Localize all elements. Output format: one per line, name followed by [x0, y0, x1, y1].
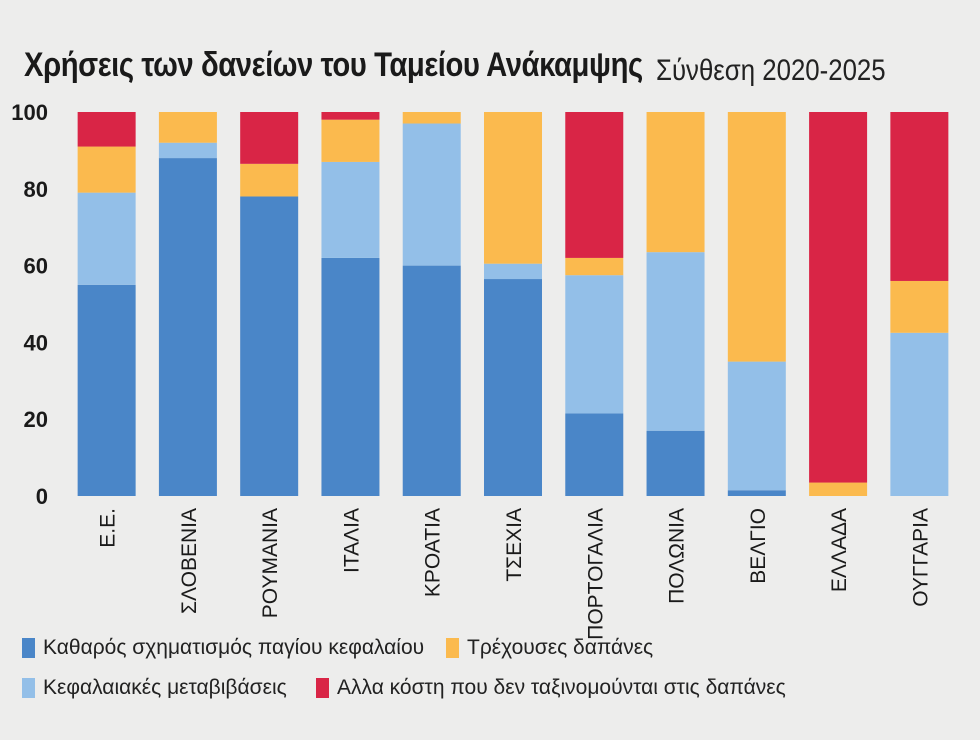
bar-segment-capital: [484, 279, 542, 496]
bar-segment-current: [646, 112, 705, 253]
bar-segment-other: [77, 112, 136, 147]
legend-swatch-transfers: [22, 678, 35, 698]
legend-swatch-other: [316, 678, 329, 698]
bar-segment-transfers: [158, 142, 217, 159]
bar-segment-current: [158, 112, 217, 143]
bar-segment-transfers: [565, 275, 624, 414]
stacked-bar-chart: 0 20 40 60 80 100 Ε.Ε. ΣΛΟΒΕΝΙΑ ΡΟΥΜΑΝΙΑ ΙΤΑΛΙΑ ΚΡ…: [11, 100, 949, 640]
bar-segment-capital: [646, 430, 705, 496]
legend-label-other: Αλλα κόστη που δεν ταξινομούνται στις δα…: [337, 676, 786, 699]
legend-swatch-current: [446, 638, 459, 658]
y-tick-label: 100: [11, 100, 48, 125]
legend-label-current: Τρέχουσες δαπάνες: [467, 636, 654, 659]
bar-segment-other: [565, 112, 624, 258]
legend-label-capital: Καθαρός σχηματισμός παγίου κεφαλαίου: [43, 636, 425, 659]
y-tick-label: 0: [36, 484, 48, 509]
x-tick-label: ΠΟΛΩΝΙΑ: [666, 508, 689, 604]
x-tick-label: ΠΟΡΤΟΓΑΛΙΑ: [584, 508, 607, 640]
chart-subtitle: Σύνθεση 2020-2025: [656, 54, 886, 87]
x-tick-label: ΚΡΟΑΤΙΑ: [422, 508, 445, 597]
bar-segment-transfers: [646, 252, 705, 431]
bar-segment-other: [321, 112, 380, 120]
legend-item-transfers: Κεφαλαιακές μεταβιβάσεις: [22, 676, 287, 700]
legend-item-capital: Καθαρός σχηματισμός παγίου κεφαλαίου: [22, 636, 424, 660]
x-tick-label: ΒΕΛΓΙΟ: [747, 508, 770, 584]
legend-swatch-capital: [22, 638, 35, 658]
bar-segment-current: [890, 280, 949, 333]
x-tick-label: ΙΤΑΛΙΑ: [340, 508, 363, 573]
bar-segment-transfers: [321, 161, 380, 258]
x-tick-label: ΣΛΟΒΕΝΙΑ: [178, 508, 201, 614]
chart-title: Χρήσεις των δανείων του Ταμείου Ανάκαμψη…: [24, 46, 643, 84]
x-tick-label: Ε.Ε.: [97, 508, 120, 548]
bar-segment-current: [565, 257, 624, 276]
y-tick-label: 60: [24, 254, 48, 279]
bar-segment-current: [321, 119, 380, 162]
chart-header: Χρήσεις των δανείων του Ταμείου Ανάκαμψη…: [24, 46, 744, 85]
bar-segment-current: [809, 482, 868, 496]
bar-segment-capital: [158, 158, 217, 496]
bar-segment-current: [77, 146, 136, 193]
x-tick-label: ΕΛΛΑΔΑ: [828, 508, 851, 592]
bar-segment-other: [240, 112, 299, 164]
bar-segment-capital: [77, 284, 136, 496]
legend-item-other: Αλλα κόστη που δεν ταξινομούνται στις δα…: [316, 676, 786, 700]
bar-segment-other: [809, 112, 868, 483]
bar-segment-capital: [727, 490, 786, 496]
bar-segment-capital: [321, 257, 380, 496]
bar-segment-current: [402, 112, 461, 124]
bar-segment-current: [727, 112, 786, 362]
legend-item-current: Τρέχουσες δαπάνες: [446, 636, 653, 660]
bar-segment-current: [484, 112, 542, 264]
x-tick-label: ΡΟΥΜΑΝΙΑ: [259, 508, 282, 618]
bar-segment-transfers: [402, 123, 461, 266]
bar-segment-capital: [565, 413, 624, 496]
bar-segment-transfers: [727, 361, 786, 491]
bar-segment-transfers: [484, 263, 542, 280]
bar-segment-capital: [402, 265, 461, 496]
y-tick-label: 20: [24, 407, 48, 432]
bar-segment-transfers: [77, 192, 136, 285]
bar-segment-current: [240, 163, 299, 197]
bar-segment-other: [890, 112, 949, 281]
x-tick-label: ΟΥΓΓΑΡΙΑ: [909, 508, 932, 607]
y-tick-label: 40: [24, 330, 48, 355]
x-tick-label: ΤΣΕΧΙΑ: [503, 508, 526, 582]
legend-label-transfers: Κεφαλαιακές μεταβιβάσεις: [43, 676, 287, 699]
y-tick-label: 80: [24, 177, 48, 202]
bar-segment-transfers: [890, 332, 949, 496]
bar-segment-capital: [240, 196, 299, 497]
